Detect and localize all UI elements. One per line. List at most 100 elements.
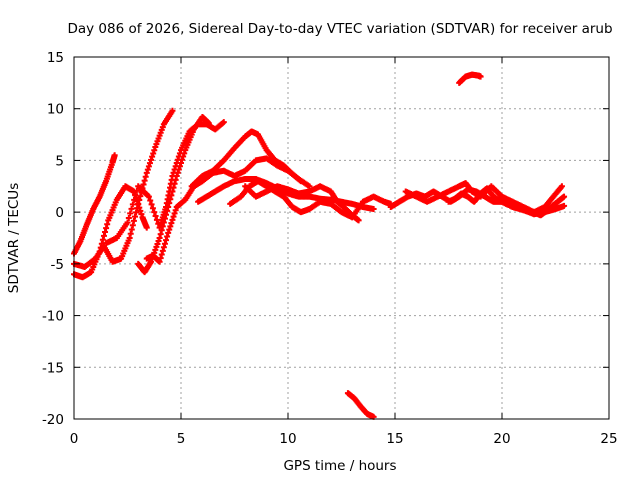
- data-point: [130, 217, 137, 224]
- data-point: [157, 231, 164, 238]
- data-point: [165, 203, 172, 210]
- data-point: [176, 163, 183, 170]
- data-point: [128, 205, 135, 212]
- series-sat-n: [456, 71, 484, 86]
- y-tick-label: -10: [42, 309, 64, 325]
- data-point: [152, 213, 159, 220]
- data-point: [172, 176, 179, 183]
- data-point: [103, 225, 110, 232]
- data-point: [99, 236, 106, 243]
- data-point: [124, 219, 131, 226]
- data-point: [133, 187, 140, 194]
- data-point: [157, 255, 164, 262]
- data-point: [163, 237, 170, 244]
- data-point: [132, 192, 139, 199]
- data-point: [125, 214, 132, 221]
- data-point: [102, 229, 109, 236]
- data-point: [175, 166, 182, 173]
- y-axis-label: SDTVAR / TECUs: [6, 183, 22, 293]
- data-point: [142, 173, 149, 180]
- data-point: [129, 201, 136, 208]
- data-point: [167, 196, 174, 203]
- data-point: [149, 205, 156, 212]
- data-point: [169, 188, 176, 195]
- data-point: [151, 147, 158, 154]
- series-sat-b: [71, 183, 150, 281]
- data-point: [134, 205, 141, 212]
- y-tick-label: -5: [51, 257, 64, 273]
- data-point: [306, 183, 313, 190]
- data-point: [129, 222, 136, 229]
- data-point: [138, 211, 145, 218]
- data-point: [156, 258, 163, 265]
- x-tick-label: 25: [600, 431, 617, 447]
- data-point: [141, 177, 148, 184]
- data-point: [170, 213, 177, 220]
- data-point: [166, 226, 173, 233]
- series-sat-a: [71, 152, 118, 257]
- data-point: [111, 152, 118, 159]
- data-point: [166, 200, 173, 207]
- series-sat-g: [188, 128, 304, 190]
- data-point: [145, 163, 152, 170]
- data-point: [173, 172, 180, 179]
- x-tick-label: 15: [386, 431, 403, 447]
- x-axis-label: GPS time / hours: [283, 458, 396, 474]
- data-point: [168, 220, 175, 227]
- data-point: [146, 160, 153, 167]
- data-point: [156, 235, 163, 241]
- data-point: [180, 153, 187, 160]
- x-tick-label: 10: [279, 431, 296, 447]
- y-tick-label: 0: [55, 205, 64, 221]
- data-point: [165, 229, 172, 236]
- data-point: [148, 156, 155, 163]
- data-point: [145, 193, 152, 200]
- data-point: [161, 240, 168, 247]
- data-point: [159, 247, 166, 254]
- series-sat-e: [135, 113, 212, 276]
- data-point: [558, 183, 565, 190]
- data-point: [143, 169, 150, 176]
- series-sat-c: [71, 107, 176, 270]
- y-tick-label: -20: [42, 412, 64, 428]
- data-point: [126, 235, 133, 241]
- data-point: [171, 210, 178, 217]
- data-point: [164, 207, 171, 214]
- data-point: [158, 227, 165, 234]
- data-point: [135, 200, 142, 207]
- data-point: [172, 207, 179, 214]
- series-sat-m: [445, 185, 568, 218]
- y-tick-label: -15: [42, 360, 64, 376]
- data-point: [174, 169, 181, 176]
- data-point: [561, 193, 568, 200]
- tick-labels: 0 5 10 15 20 25 -20 -15 -10 -5 0 5 10 15: [42, 50, 618, 447]
- data-point: [561, 202, 568, 209]
- x-tick-label: 5: [177, 431, 186, 447]
- data-point: [205, 120, 212, 127]
- data-point: [181, 150, 188, 157]
- data-point: [128, 226, 135, 233]
- data-point: [171, 180, 178, 187]
- data-point: [143, 224, 150, 231]
- data-point: [140, 181, 147, 188]
- data-point: [144, 166, 151, 173]
- data-point: [131, 213, 138, 220]
- data-point: [151, 209, 158, 216]
- data-point: [158, 251, 165, 258]
- series-sat-o: [344, 390, 377, 420]
- axis-ticks: [73, 56, 610, 420]
- data-point: [179, 156, 186, 163]
- x-tick-label: 20: [493, 431, 510, 447]
- data-point: [170, 184, 177, 191]
- data-points: [71, 71, 568, 420]
- y-tick-label: 5: [55, 153, 64, 169]
- data-point: [220, 119, 227, 126]
- series-sat-j: [242, 183, 362, 224]
- data-point: [370, 206, 377, 213]
- data-point: [136, 196, 143, 203]
- data-point: [150, 150, 157, 157]
- data-point: [127, 230, 134, 237]
